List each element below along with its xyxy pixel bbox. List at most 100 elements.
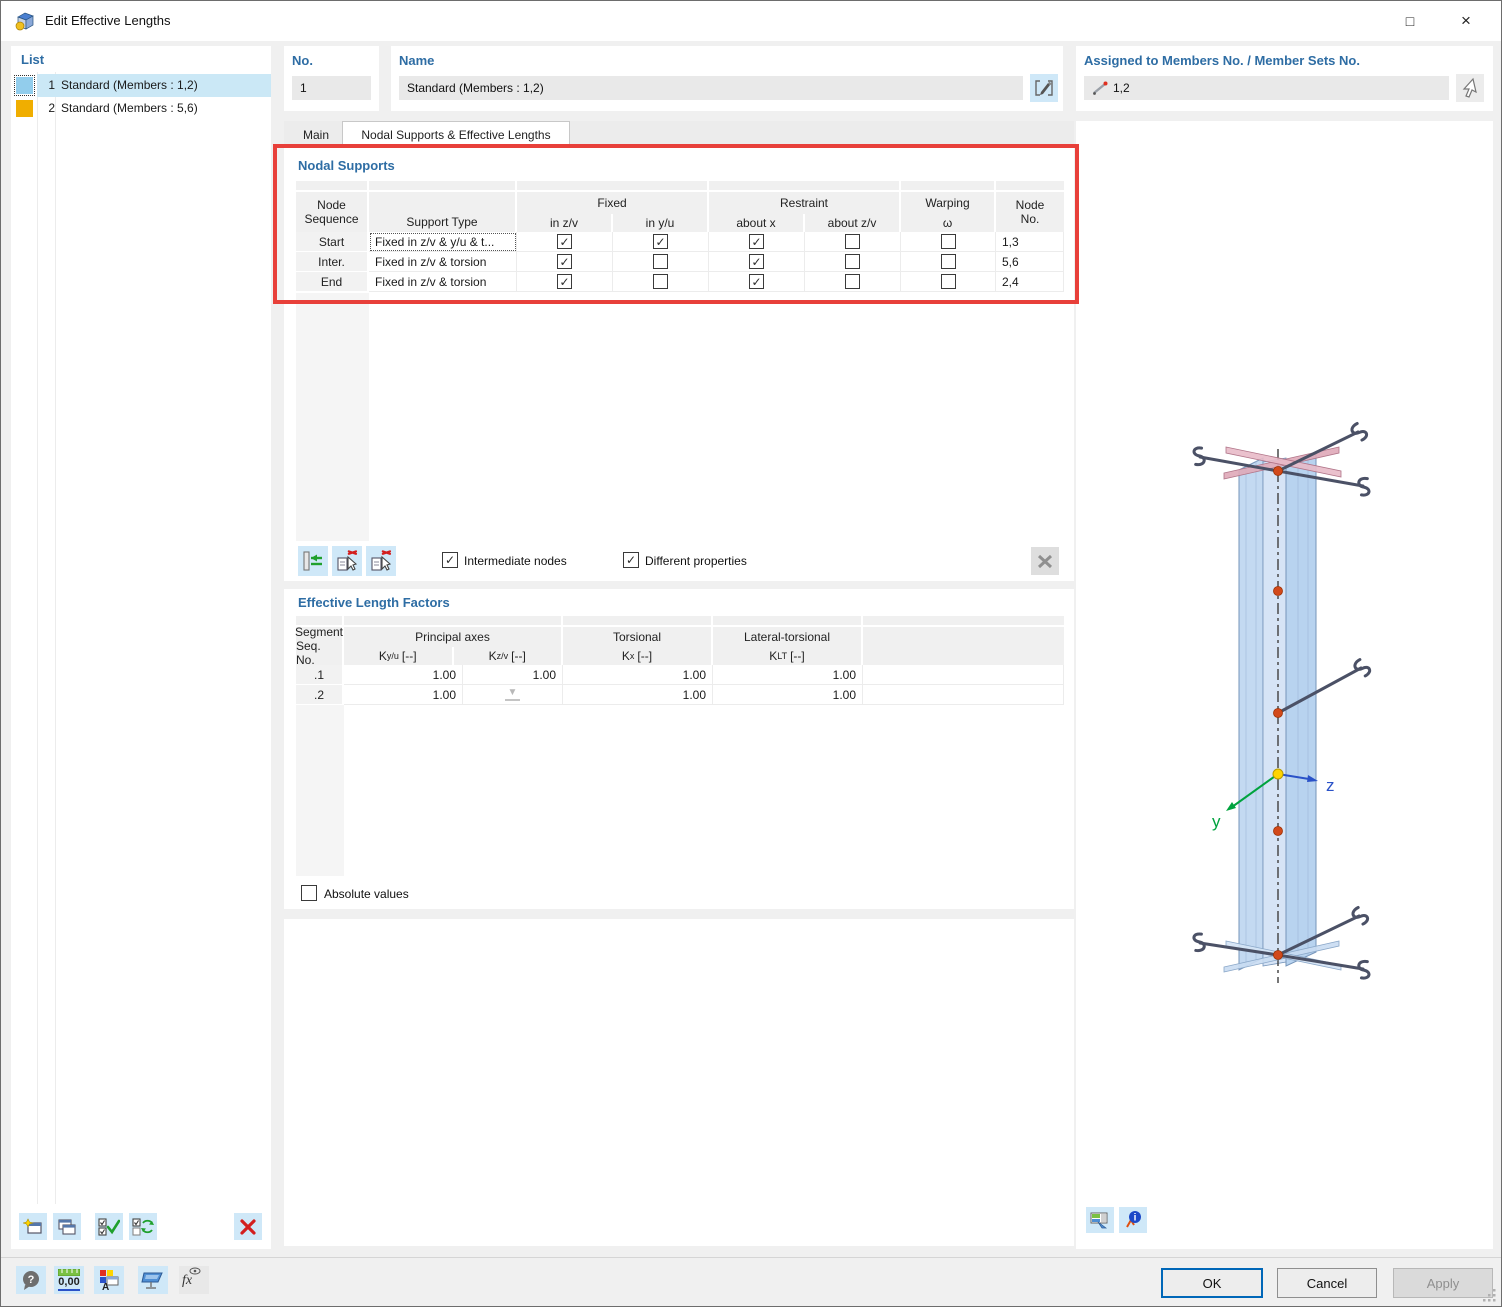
checkbox-restraint-zv[interactable] [845, 234, 860, 249]
resize-grip[interactable] [1483, 1289, 1497, 1303]
invert-selection-button[interactable] [129, 1213, 157, 1240]
support-type-cell[interactable]: Fixed in z/v & torsion [369, 272, 517, 292]
cell-fixed-yu [613, 272, 709, 292]
help-button[interactable]: ? [16, 1266, 46, 1294]
checkbox-restraint-x[interactable]: ✓ [749, 234, 764, 249]
member-3d-view[interactable]: y z [1076, 121, 1493, 1249]
cell-klt[interactable]: 1.00 [713, 665, 863, 685]
formula-button[interactable]: fx [179, 1266, 209, 1294]
list-header: List [21, 52, 45, 67]
assigned-input[interactable]: 1,2 [1084, 76, 1449, 100]
col-header-omega: ω [942, 216, 953, 230]
cell-ky[interactable]: 1.00 [344, 685, 463, 705]
cell-kx[interactable]: 1.00 [563, 665, 713, 685]
support-type-cell[interactable]: Fixed in z/v & y/u & t... [369, 232, 517, 252]
copy-entry-button[interactable] [53, 1213, 81, 1240]
tab-nodal-supports[interactable]: Nodal Supports & Effective Lengths [342, 121, 570, 148]
info-button[interactable]: i [1119, 1207, 1147, 1233]
row-header-start: Start [296, 232, 369, 252]
row-header-end: End [296, 272, 369, 292]
cell-fixed-yu: ✓ [613, 232, 709, 252]
delete-support-button[interactable] [332, 546, 362, 576]
checkbox-fixed-zv[interactable]: ✓ [557, 254, 572, 269]
col-header-in-yu: in y/u [611, 214, 707, 232]
help-icon: ? [23, 1271, 39, 1290]
display-options-button[interactable] [1086, 1207, 1114, 1233]
checkbox-fixed-yu[interactable] [653, 254, 668, 269]
checkbox-warping[interactable] [940, 234, 956, 249]
checkbox-warping[interactable] [940, 274, 956, 289]
delete-all-supports-button[interactable] [366, 546, 396, 576]
checkbox-warping[interactable] [940, 254, 956, 269]
col-header-empty [863, 627, 1064, 665]
rename-button[interactable] [1030, 74, 1058, 102]
checkbox-fixed-yu[interactable]: ✓ [653, 234, 668, 249]
color-swatch[interactable] [14, 75, 35, 96]
rendering-button[interactable] [138, 1266, 168, 1294]
name-input[interactable]: Standard (Members : 1,2) [399, 76, 1023, 100]
support-type-cell[interactable]: Fixed in z/v & torsion [369, 252, 517, 272]
absolute-values-checkbox[interactable] [301, 885, 317, 901]
row-header-seg2: .2 [296, 685, 344, 705]
checkbox-fixed-yu[interactable] [653, 274, 668, 289]
table-spacer [709, 181, 901, 192]
list-item-number: 1 [48, 78, 55, 92]
clear-table-button[interactable] [1031, 547, 1059, 575]
units-settings-button[interactable]: 0,00 [54, 1266, 84, 1294]
tab-main[interactable]: Main [302, 127, 329, 142]
pick-members-button[interactable] [1456, 74, 1484, 102]
cell-kz[interactable]: 1.00 [463, 665, 563, 685]
ok-button[interactable]: OK [1161, 1268, 1263, 1298]
list-panel: List 1 Standard (Members : 1,2) 2 Standa… [11, 46, 271, 1249]
display-options-icon [1090, 1212, 1108, 1228]
close-button[interactable]: × [1461, 11, 1471, 30]
cell-warping [901, 232, 996, 252]
delete-entry-button[interactable] [234, 1213, 262, 1240]
cancel-button[interactable]: Cancel [1277, 1268, 1377, 1298]
cell-ky[interactable]: 1.00 [344, 665, 463, 685]
checkbox-fixed-zv[interactable]: ✓ [557, 274, 572, 289]
insert-node-button[interactable] [298, 546, 328, 576]
select-all-button[interactable] [95, 1213, 123, 1240]
maximize-button[interactable]: □ [1405, 13, 1415, 29]
different-properties-label: Different properties [645, 554, 747, 568]
col-header-support-type: Support Type [369, 192, 517, 232]
checkbox-restraint-zv[interactable] [845, 274, 860, 289]
fx-eye-icon: fx [182, 1267, 201, 1288]
intermediate-nodes-checkbox[interactable]: ✓ [442, 552, 458, 568]
info-icon: i [1126, 1211, 1141, 1228]
display-properties-button[interactable]: A [94, 1266, 124, 1294]
list-divider [37, 72, 38, 1204]
delete-all-supports-icon [371, 550, 392, 571]
different-properties-checkbox[interactable]: ✓ [623, 552, 639, 568]
list-item-label: Standard (Members : 5,6) [61, 101, 198, 115]
apply-button[interactable]: Apply [1393, 1268, 1493, 1298]
list-item-label: Standard (Members : 1,2) [61, 78, 198, 92]
axis-z-label: z [1326, 776, 1335, 795]
color-swatch[interactable] [16, 100, 33, 117]
cell-klt[interactable]: 1.00 [713, 685, 863, 705]
new-entry-button[interactable] [19, 1213, 47, 1240]
no-input[interactable]: 1 [292, 76, 371, 100]
checkbox-restraint-x[interactable]: ✓ [749, 274, 764, 289]
nodal-supports-table: Node Sequence Support Type Fixed in z/v … [296, 181, 1064, 292]
member-viewport-panel: y z i [1076, 121, 1493, 1249]
col-header-warping: Warping ω [901, 192, 996, 232]
assigned-value: 1,2 [1113, 81, 1130, 95]
checkbox-restraint-zv[interactable] [845, 254, 860, 269]
list-item-1[interactable]: 1 Standard (Members : 1,2) [11, 74, 271, 97]
no-field-group: No. 1 [284, 46, 379, 111]
cell-kx[interactable]: 1.00 [563, 685, 713, 705]
col-header-lateral-torsional: Lateral-torsional K LT [--] [713, 627, 863, 665]
cell-node-no: 1,3 [996, 232, 1064, 252]
table-spacer [863, 616, 1064, 627]
apply-down-arrow[interactable]: ▼ [504, 688, 521, 701]
list-item-2[interactable]: 2 Standard (Members : 5,6) [11, 97, 271, 120]
checkbox-fixed-zv[interactable]: ✓ [557, 234, 572, 249]
checkbox-restraint-x[interactable]: ✓ [749, 254, 764, 269]
